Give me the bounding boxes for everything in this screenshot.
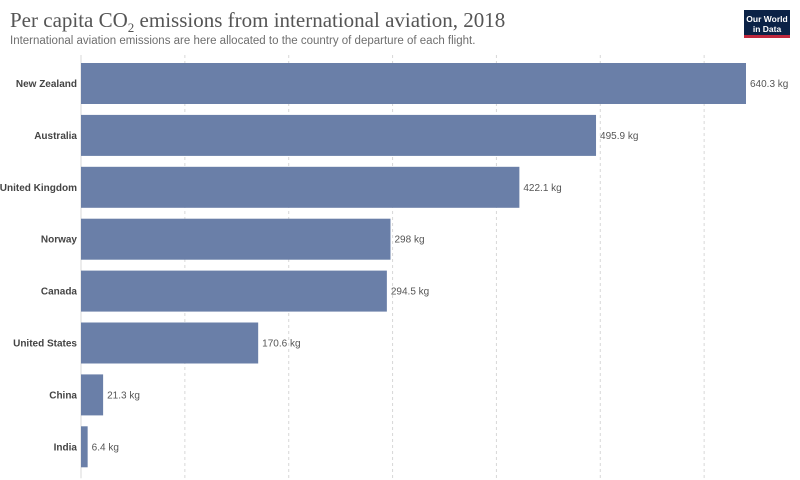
logo-line-2: in Data — [752, 24, 782, 34]
title-main: Per capita CO — [10, 8, 128, 32]
title-subscript: 2 — [127, 20, 135, 36]
category-label: Norway — [41, 235, 78, 246]
category-label: New Zealand — [16, 79, 77, 90]
category-label: Australia — [34, 131, 77, 142]
value-label: 6.4 kg — [92, 442, 119, 453]
value-label: 422.1 kg — [523, 183, 561, 194]
bars: New Zealand 640.3 kg Australia 495.9 kg Unit… — [0, 63, 788, 468]
bar-new-zealand[interactable] — [81, 63, 746, 104]
value-label: 170.6 kg — [262, 339, 300, 350]
category-label: United Kingdom — [0, 183, 77, 194]
bar-india[interactable] — [81, 426, 88, 468]
value-label: 21.3 kg — [107, 390, 140, 401]
bar-china[interactable] — [81, 374, 104, 416]
logo-line-1: Our World — [746, 14, 788, 24]
category-label: China — [49, 390, 77, 401]
chart-subtitle: International aviation emissions are her… — [10, 35, 476, 47]
title-rest: emissions from international aviation, 2… — [134, 8, 506, 32]
category-label: Canada — [41, 287, 78, 298]
bar-norway[interactable] — [81, 218, 391, 260]
value-label: 298 kg — [394, 235, 424, 246]
chart-title: Per capita CO2 emissions from internatio… — [10, 8, 505, 36]
bar-united-states[interactable] — [81, 322, 259, 364]
value-label: 495.9 kg — [600, 131, 638, 142]
value-label: 640.3 kg — [750, 79, 788, 90]
category-label: United States — [13, 339, 77, 350]
value-label: 294.5 kg — [391, 287, 429, 298]
owid-logo[interactable]: Our World in Data — [744, 10, 790, 38]
category-label: India — [54, 442, 78, 453]
bar-australia[interactable] — [81, 114, 597, 156]
bar-canada[interactable] — [81, 270, 387, 312]
bar-united-kingdom[interactable] — [81, 166, 520, 208]
